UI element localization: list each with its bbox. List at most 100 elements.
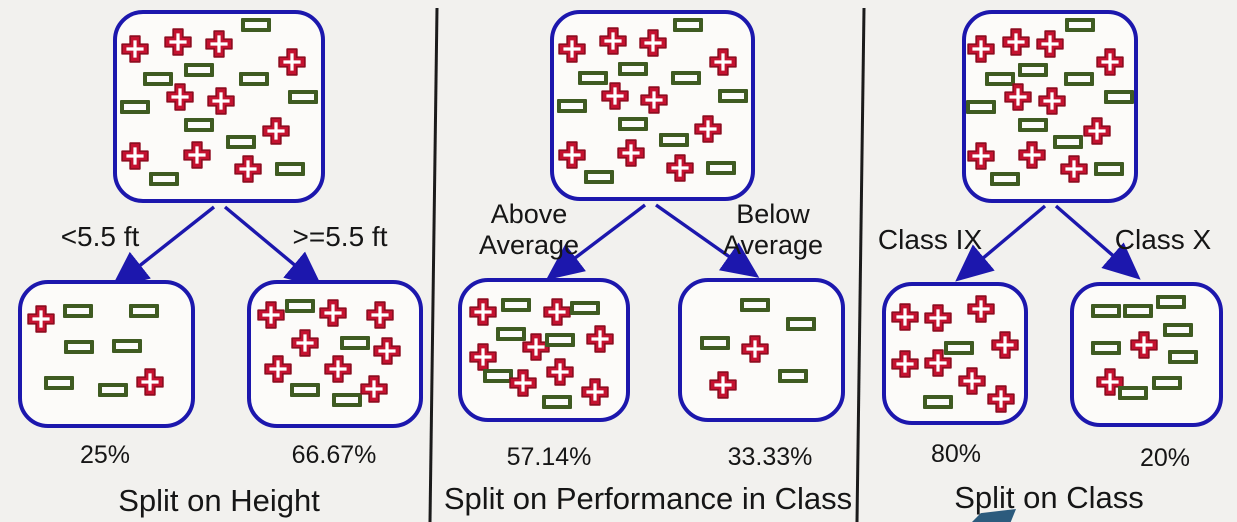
plus-symbol — [1095, 367, 1125, 397]
minus-symbol — [483, 368, 514, 383]
minus-symbol — [111, 338, 142, 353]
minus-symbol — [1018, 62, 1049, 77]
plus-symbol — [182, 140, 212, 170]
plus-symbol — [508, 368, 538, 398]
minus-symbol — [289, 383, 320, 398]
plus-symbol — [966, 141, 996, 171]
plus-symbol — [665, 153, 695, 183]
plus-symbol — [1037, 86, 1067, 116]
minus-symbol — [240, 18, 271, 33]
plus-symbol — [740, 334, 770, 364]
class-branch-left-label: Class IX — [877, 224, 983, 255]
minus-symbol — [670, 71, 701, 86]
minus-symbol — [284, 299, 315, 314]
height-root-node — [113, 10, 325, 203]
plus-symbol — [923, 303, 953, 333]
plus-symbol — [638, 28, 668, 58]
minus-symbol — [1090, 303, 1121, 318]
minus-symbol — [989, 171, 1020, 186]
class-right-pct: 20% — [1139, 444, 1191, 472]
minus-symbol — [501, 298, 532, 313]
height-split-title: Split on Height — [118, 483, 320, 518]
minus-symbol — [275, 162, 306, 177]
minus-symbol — [556, 98, 587, 113]
plus-symbol — [923, 348, 953, 378]
minus-symbol — [786, 317, 817, 332]
minus-symbol — [496, 326, 527, 341]
plus-symbol — [256, 300, 286, 330]
class-left-child-node — [882, 282, 1028, 425]
minus-symbol — [1065, 18, 1096, 33]
minus-symbol — [659, 133, 690, 148]
performance-root-node — [550, 10, 755, 201]
minus-symbol — [62, 303, 93, 318]
plus-symbol — [163, 27, 193, 57]
minus-symbol — [545, 333, 576, 348]
minus-symbol — [120, 99, 151, 114]
plus-symbol — [585, 324, 615, 354]
performance-branch-left-label: Above Average — [478, 199, 580, 260]
minus-symbol — [287, 90, 318, 105]
performance-split-title: Split on Performance in Class — [443, 481, 853, 516]
class-root-node — [962, 10, 1138, 203]
minus-symbol — [1053, 134, 1084, 149]
minus-symbol — [740, 298, 771, 313]
plus-symbol — [600, 81, 630, 111]
minus-symbol — [923, 395, 954, 410]
plus-symbol — [966, 294, 996, 324]
plus-symbol — [580, 377, 610, 407]
minus-symbol — [778, 368, 809, 383]
plus-symbol — [290, 328, 320, 358]
plus-symbol — [318, 298, 348, 328]
class-left-pct: 80% — [930, 440, 982, 468]
plus-symbol — [468, 342, 498, 372]
minus-symbol — [1163, 322, 1194, 337]
minus-symbol — [1018, 118, 1049, 132]
minus-symbol — [617, 61, 648, 76]
minus-symbol — [44, 376, 75, 391]
section-divider-right — [855, 7, 866, 522]
plus-symbol — [957, 366, 987, 396]
plus-symbol — [616, 138, 646, 168]
minus-symbol — [98, 383, 129, 398]
plus-symbol — [542, 297, 572, 327]
height-left-child-node — [18, 280, 195, 428]
plus-symbol — [693, 114, 723, 144]
minus-symbol — [148, 171, 179, 186]
height-branch-right-label: >=5.5 ft — [292, 221, 388, 252]
plus-symbol — [1095, 47, 1125, 77]
minus-symbol — [340, 335, 371, 350]
minus-symbol — [672, 17, 703, 32]
plus-symbol — [206, 86, 236, 116]
plus-symbol — [1129, 330, 1159, 360]
minus-symbol — [1103, 90, 1134, 105]
plus-symbol — [890, 302, 920, 332]
performance-left-child-node — [458, 278, 630, 422]
height-left-pct: 25% — [79, 441, 131, 469]
plus-symbol — [359, 374, 389, 404]
minus-symbol — [944, 341, 975, 356]
performance-left-pct: 57.14% — [506, 443, 592, 471]
height-right-pct: 66.67% — [291, 441, 377, 469]
height-right-child-node — [247, 280, 423, 428]
minus-symbol — [238, 71, 269, 86]
plus-symbol — [890, 349, 920, 379]
section-divider-left — [428, 7, 439, 522]
minus-symbol — [331, 393, 362, 408]
minus-symbol — [1093, 162, 1124, 177]
minus-symbol — [617, 116, 648, 131]
plus-symbol — [1017, 140, 1047, 170]
plus-symbol — [120, 141, 150, 171]
minus-symbol — [183, 62, 214, 77]
plus-symbol — [557, 140, 587, 170]
plus-symbol — [639, 85, 669, 115]
minus-symbol — [226, 134, 257, 149]
plus-symbol — [1035, 29, 1065, 59]
plus-symbol — [120, 34, 150, 64]
minus-symbol — [183, 118, 214, 132]
class-branch-right-label: Class X — [1114, 224, 1212, 255]
plus-symbol — [165, 82, 195, 112]
plus-symbol — [468, 297, 498, 327]
minus-symbol — [1090, 340, 1121, 355]
minus-symbol — [984, 71, 1015, 86]
